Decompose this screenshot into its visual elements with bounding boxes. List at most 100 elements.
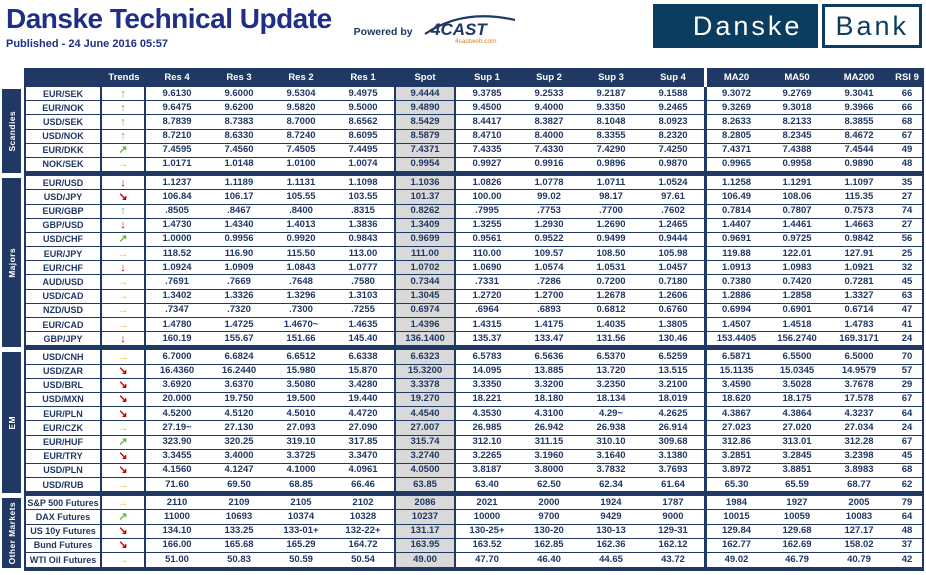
pair-label: USD/CNH: [26, 350, 102, 364]
value-cell: 50.54: [351, 553, 375, 565]
value-cell: 27.023: [704, 421, 766, 435]
value-cell: 2102: [352, 496, 374, 508]
value-cell: 9.3350: [596, 101, 626, 113]
group-label-column: Majors: [2, 176, 24, 350]
value-cell: 9.3269: [704, 101, 766, 115]
value-cell: 8.7210: [162, 130, 192, 142]
spot-cell: 4.4540: [394, 407, 456, 421]
value-cell: 47.70: [475, 553, 499, 565]
value-cell: 312.28: [844, 436, 874, 447]
value-cell: 3.4280: [348, 379, 378, 391]
value-cell: 0.7200: [596, 275, 626, 287]
trend-arrow-icon: →: [102, 318, 146, 332]
value-cell: 26.914: [658, 421, 688, 433]
value-cell: 162.77: [704, 538, 766, 552]
value-cell: 50.83: [227, 553, 251, 565]
danske-logo-left: Danske: [652, 4, 819, 48]
spot-cell: 19.270: [394, 392, 456, 407]
value-cell: 1.1189: [224, 176, 254, 188]
trend-arrow-icon: ↘: [102, 524, 146, 538]
value-cell: 1.3805: [658, 318, 688, 330]
spot-cell: 1.3409: [394, 218, 456, 232]
trend-arrow-icon: →: [102, 303, 146, 317]
rsi-cell: 47: [901, 304, 913, 316]
value-cell: .7669: [227, 275, 251, 287]
value-cell: 27.130: [224, 421, 254, 433]
spot-cell: 1.3045: [394, 289, 456, 303]
group-label-column: Scandies: [2, 87, 24, 176]
spot-cell: 136.1400: [394, 332, 456, 346]
value-cell: .7320: [227, 304, 251, 316]
value-cell: 6.6824: [224, 350, 254, 362]
value-cell: 131.56: [596, 332, 626, 344]
value-cell: 165.68: [224, 539, 254, 551]
pair-label: EUR/CZK: [26, 421, 102, 435]
value-cell: 18.134: [596, 393, 626, 405]
value-cell: 1.2678: [596, 290, 626, 302]
rsi-cell: 67: [901, 393, 913, 405]
pair-label: NOK/SEK: [26, 157, 102, 172]
value-cell: 9.4975: [348, 87, 378, 99]
table-row: EUR/USD ↓ 1.1237 1.1189 1.1131 1.1098 1.1036 1.…: [26, 176, 922, 191]
value-cell: 1.4780: [162, 318, 192, 330]
value-cell: 1.2858: [782, 290, 812, 302]
value-cell: 1.4783: [844, 318, 874, 330]
report-header: Danske Technical Update Published - 24 J…: [0, 0, 926, 51]
value-cell: 3.3725: [286, 450, 316, 462]
value-cell: 1.4175: [534, 318, 564, 330]
table-row: EUR/CHF ↓ 1.0924 1.0909 1.0843 1.0777 1.0702 1.…: [26, 261, 922, 276]
value-cell: 166.00: [162, 539, 192, 551]
value-cell: 100.00: [472, 190, 502, 202]
value-cell: 1.2606: [658, 290, 688, 302]
value-cell: 18.180: [534, 393, 564, 405]
value-cell: 1.0690: [472, 261, 502, 273]
value-cell: 122.01: [782, 247, 812, 259]
value-cell: 9.3785: [472, 87, 502, 99]
value-cell: 3.1640: [596, 450, 626, 462]
value-cell: 4.1247: [224, 464, 254, 476]
value-cell: 10083: [845, 510, 873, 522]
trend-arrow-icon: →: [102, 553, 146, 568]
rsi-cell: 42: [901, 553, 913, 565]
spot-cell: 7.4371: [394, 143, 456, 157]
value-cell: 1.0843: [286, 261, 316, 273]
pair-label: USD/CHF: [26, 232, 102, 247]
value-cell: 6.6512: [286, 350, 316, 362]
value-cell: 106.17: [224, 190, 254, 202]
trend-arrow-icon: ↑: [102, 101, 146, 115]
value-cell: 6.5259: [658, 350, 688, 362]
trend-arrow-icon: ↘: [102, 449, 146, 463]
value-cell: 162.85: [534, 539, 564, 551]
value-cell: 51.00: [165, 553, 189, 565]
value-cell: 1.1131: [286, 176, 316, 188]
value-cell: 0.9843: [348, 233, 378, 245]
value-cell: 106.49: [704, 190, 766, 204]
spot-cell: 9.4890: [394, 101, 456, 115]
table-row: USD/NOK ↑ 8.7210 8.6330 8.7240 8.6095 8.5879 8.…: [26, 129, 922, 144]
pair-label: EUR/GBP: [26, 204, 102, 218]
value-cell: 46.79: [785, 553, 809, 565]
trend-arrow-icon: ↘: [102, 190, 146, 204]
powered-by: Powered by 4CAST 4castweb.com: [354, 12, 517, 51]
rsi-cell: 49: [901, 144, 913, 156]
value-cell: 3.5028: [782, 379, 812, 391]
trend-arrow-icon: ↓: [102, 218, 146, 232]
value-cell: 27.093: [286, 421, 316, 433]
value-cell: 1.4315: [472, 318, 502, 330]
value-cell: 1.0924: [162, 261, 192, 273]
danske-bank-logo: Danske Bank: [652, 4, 922, 48]
value-cell: .8400: [289, 205, 313, 216]
value-cell: 7.4388: [782, 144, 812, 156]
value-cell: 160.19: [162, 332, 192, 344]
value-cell: .7331: [475, 275, 499, 287]
value-cell: 10374: [287, 510, 315, 522]
value-cell: 3.2350: [596, 379, 626, 391]
value-cell: 18.019: [658, 393, 688, 405]
value-cell: 1.4407: [704, 218, 766, 232]
value-cell: 13.515: [658, 365, 688, 377]
value-cell: 2109: [228, 496, 250, 508]
value-cell: 1.3255: [472, 219, 502, 231]
table-row: EUR/TRY ↘ 3.3455 3.4000 3.3725 3.3470 3.2740 3.…: [26, 449, 922, 464]
value-cell: 40.79: [847, 553, 871, 565]
value-cell: 1.4507: [704, 318, 766, 332]
